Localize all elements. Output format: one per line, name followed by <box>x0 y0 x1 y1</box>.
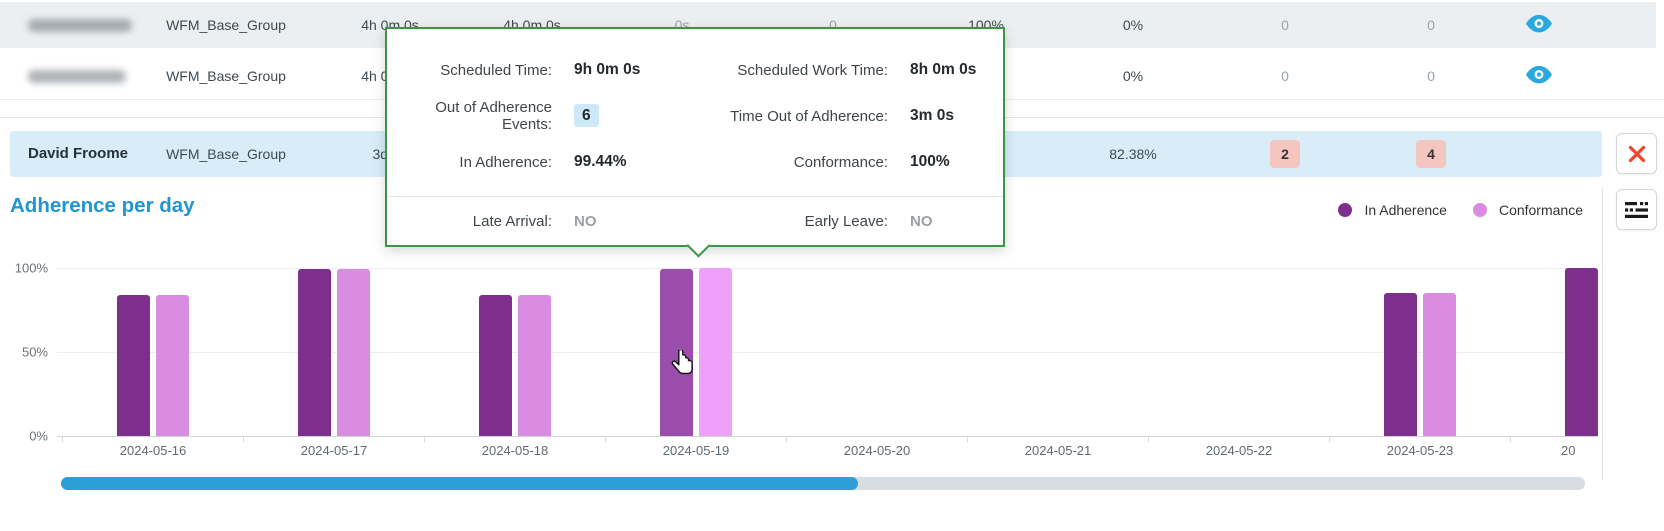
conformance-dot-icon <box>1472 203 1487 217</box>
redacted-agent-name <box>28 19 132 32</box>
adherence-stats-tooltip: Scheduled Time: 9h 0m 0s Scheduled Work … <box>385 27 1005 258</box>
legend-label: In Adherence <box>1364 202 1447 218</box>
x-axis-label: 2024-05-18 <box>481 443 549 458</box>
x-axis-tick <box>786 436 787 442</box>
x-axis-label: 2024-05-22 <box>1205 443 1273 458</box>
bar-in-adherence-2024-05-16[interactable] <box>117 294 150 436</box>
alert-count-badge: 2 <box>1270 140 1300 168</box>
count-cell: 0 <box>1427 68 1435 84</box>
tooltip-value: 8h 0m 0s <box>910 61 977 78</box>
count-cell: 0 <box>1281 68 1289 84</box>
x-axis-tick <box>1148 436 1149 442</box>
tooltip-value: 100% <box>910 153 950 170</box>
tooltip-label: Early Leave: <box>804 212 888 230</box>
legend-label: Conformance <box>1498 202 1583 218</box>
x-axis-line <box>57 436 1598 437</box>
bar-in-adherence-2024-05-18[interactable] <box>479 294 512 436</box>
count-cell: 0 <box>1427 17 1435 33</box>
tooltip-label: Out of Adherence Events: <box>435 99 552 133</box>
x-axis-label: 20 <box>1561 443 1576 458</box>
x-axis-tick <box>62 436 63 442</box>
chart-settings-icon <box>1625 201 1648 218</box>
bar-conformance-2024-05-19[interactable] <box>699 268 732 436</box>
x-axis-tick <box>1329 436 1330 442</box>
x-axis-label: 2024-05-19 <box>662 443 730 458</box>
chart-title: Adherence per day <box>10 194 195 217</box>
tooltip-label: Conformance: <box>793 153 888 171</box>
legend-item-in-adherence[interactable]: In Adherence <box>1338 202 1447 218</box>
group-cell: WFM_Base_Group <box>166 17 286 33</box>
percent-cell: 0% <box>1122 68 1144 84</box>
percent-cell: 82.38% <box>1109 146 1157 162</box>
agent-name: David Froome <box>28 145 129 162</box>
tooltip-label: Time Out of Adherence: <box>730 107 888 125</box>
y-axis-tick: 50% <box>21 344 48 360</box>
tooltip-label: Scheduled Time: <box>440 61 552 79</box>
percent-cell: 0% <box>1122 17 1144 33</box>
x-axis-tick <box>605 436 606 442</box>
view-details-eye-icon[interactable] <box>1522 62 1556 90</box>
tooltip-label: In Adherence: <box>459 153 552 171</box>
bar-conformance-2024-05-17[interactable] <box>337 268 370 436</box>
panel-divider <box>1602 188 1603 480</box>
redacted-agent-name <box>28 70 126 83</box>
chart-horizontal-scrollbar-track[interactable] <box>61 477 1585 490</box>
gridline-100 <box>57 268 1598 269</box>
view-details-eye-icon[interactable] <box>1522 11 1556 39</box>
group-cell: WFM_Base_Group <box>166 68 286 84</box>
x-axis-label: 2024-05-17 <box>300 443 368 458</box>
count-cell: 0 <box>829 17 837 33</box>
tooltip-value: 99.44% <box>574 153 627 170</box>
tooltip-label: Scheduled Work Time: <box>737 61 888 79</box>
bar-in-adherence-20[interactable] <box>1565 268 1598 436</box>
bar-in-adherence-2024-05-19[interactable] <box>660 268 693 436</box>
x-axis-label: 2024-05-21 <box>1024 443 1092 458</box>
gridline-50 <box>57 352 1598 353</box>
chart-plot-area[interactable]: 100% 50% 0% 2024-05-16 2024-05-17 2024-05-… <box>0 250 1598 466</box>
chart-horizontal-scrollbar-thumb[interactable] <box>61 477 858 490</box>
tooltip-value: 3m 0s <box>910 107 954 124</box>
close-icon <box>1628 145 1645 162</box>
chart-settings-button[interactable] <box>1616 189 1657 230</box>
tooltip-value: NO <box>574 212 597 230</box>
x-axis-label: 2024-05-16 <box>119 443 187 458</box>
tooltip-value-highlighted: 6 <box>574 104 599 127</box>
chart-legend: In Adherence Conformance <box>1338 199 1583 221</box>
x-axis-tick <box>967 436 968 442</box>
tooltip-divider <box>387 196 1003 197</box>
group-cell: WFM_Base_Group <box>166 146 286 162</box>
bar-conformance-2024-05-23[interactable] <box>1423 293 1456 436</box>
tooltip-value: 9h 0m 0s <box>574 61 641 78</box>
in-adherence-dot-icon <box>1338 203 1353 217</box>
tooltip-label: Late Arrival: <box>472 212 552 230</box>
x-axis-tick <box>243 436 244 442</box>
legend-item-conformance[interactable]: Conformance <box>1472 202 1583 218</box>
bar-in-adherence-2024-05-23[interactable] <box>1384 293 1417 436</box>
y-axis-tick: 100% <box>14 260 48 276</box>
bar-in-adherence-2024-05-17[interactable] <box>298 268 331 436</box>
alert-count-badge: 4 <box>1416 140 1446 168</box>
bar-conformance-2024-05-16[interactable] <box>156 294 189 436</box>
x-axis-label: 2024-05-23 <box>1386 443 1454 458</box>
deselect-agent-button[interactable] <box>1616 133 1657 174</box>
bar-conformance-2024-05-18[interactable] <box>518 294 551 436</box>
x-axis-tick <box>424 436 425 442</box>
tooltip-value: NO <box>910 212 933 230</box>
x-axis-tick <box>1510 436 1511 442</box>
x-axis-label: 2024-05-20 <box>843 443 911 458</box>
y-axis-tick: 0% <box>29 428 48 444</box>
count-cell: 0 <box>1281 17 1289 33</box>
